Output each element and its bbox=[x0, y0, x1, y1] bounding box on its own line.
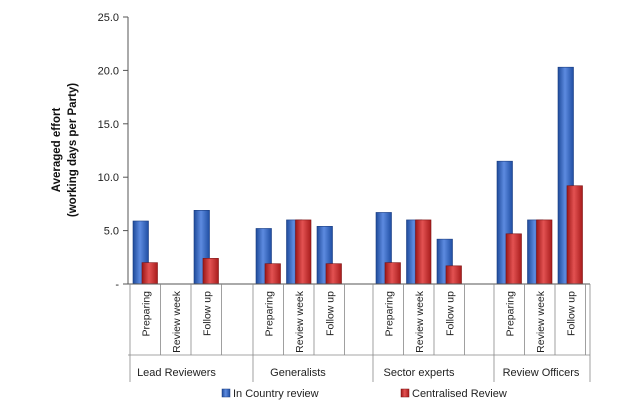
x-axis: Preparing Review week Follow up Lead Review… bbox=[128, 283, 591, 382]
bar-centralised bbox=[295, 219, 312, 285]
legend-in-country-label: In Country review bbox=[233, 388, 319, 400]
category-label: Review week bbox=[414, 290, 426, 353]
legend-centralised-swatch bbox=[400, 388, 410, 398]
y-axis-label-line2: (working days per Party) bbox=[67, 83, 79, 217]
legend-in-country-swatch bbox=[221, 388, 231, 398]
category-label: Preparing bbox=[140, 291, 152, 337]
bar-centralised bbox=[264, 263, 281, 285]
bar-centralised bbox=[505, 233, 522, 285]
y-axis: - 5.0 10.0 15.0 20.0 25.0 bbox=[98, 12, 129, 291]
y-tick-label: 5.0 bbox=[104, 226, 119, 238]
bar-centralised bbox=[325, 263, 342, 285]
y-axis-label-line1: Averaged effort bbox=[51, 108, 63, 193]
group-label: Generalists bbox=[270, 367, 326, 379]
category-label: Preparing bbox=[263, 291, 275, 337]
category-label: Preparing bbox=[383, 291, 395, 337]
category-label: Review week bbox=[171, 290, 183, 353]
group-label: Review Officers bbox=[503, 367, 580, 379]
bar-centralised bbox=[536, 219, 553, 285]
group-label: Sector experts bbox=[384, 367, 455, 379]
bar-centralised bbox=[445, 265, 462, 285]
group-label: Lead Reviewers bbox=[137, 367, 216, 379]
bar-centralised bbox=[202, 258, 219, 285]
y-tick-label: 10.0 bbox=[98, 172, 119, 184]
y-tick-label: 15.0 bbox=[98, 119, 119, 131]
category-label: Follow up bbox=[201, 291, 213, 336]
category-label: Follow up bbox=[324, 291, 336, 336]
category-label: Review week bbox=[535, 290, 547, 353]
legend: In Country review Centralised Review bbox=[221, 388, 507, 400]
y-tick-label: - bbox=[115, 279, 119, 291]
y-tick-label: 20.0 bbox=[98, 65, 119, 77]
category-label: Preparing bbox=[504, 291, 516, 337]
category-label: Follow up bbox=[444, 291, 456, 336]
category-label: Review week bbox=[294, 290, 306, 353]
bar-centralised bbox=[415, 219, 432, 285]
category-label: Follow up bbox=[565, 291, 577, 336]
bar-centralised bbox=[566, 185, 583, 285]
legend-centralised-label: Centralised Review bbox=[412, 388, 507, 400]
bar-centralised bbox=[141, 262, 158, 285]
y-tick-label: 25.0 bbox=[98, 12, 119, 24]
bar-centralised bbox=[384, 262, 401, 285]
bars bbox=[132, 66, 583, 285]
